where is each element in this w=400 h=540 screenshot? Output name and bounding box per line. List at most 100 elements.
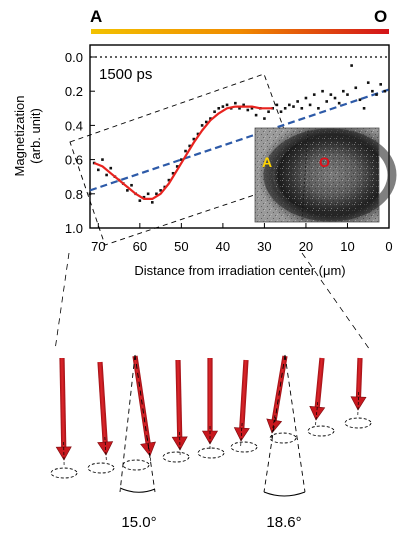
data-point [379, 83, 382, 86]
x-tick-label: 0 [385, 239, 392, 254]
fit-curve [93, 105, 273, 200]
data-point [196, 132, 200, 136]
plot-frame [89, 44, 390, 229]
data-point [292, 105, 295, 108]
data-point [346, 93, 349, 96]
spin-arrow [171, 359, 188, 457]
data-point [97, 168, 100, 172]
data-point [288, 103, 291, 107]
data-point [300, 107, 304, 110]
data-point [342, 89, 345, 93]
data-point [92, 161, 96, 165]
data-point [234, 101, 237, 105]
y-tick-label: 0.8 [65, 187, 83, 202]
angle-label-left: 15.0° [121, 514, 156, 531]
trend-line [89, 88, 390, 192]
spin-arrows [50, 355, 372, 479]
angle-label-right: 18.6° [266, 514, 301, 531]
data-point [371, 89, 374, 93]
inset-right-label: O [319, 154, 330, 170]
data-point [88, 192, 92, 196]
data-point [296, 100, 299, 103]
data-point [283, 107, 287, 110]
precession-ellipse [87, 462, 115, 474]
data-point [225, 103, 229, 107]
data-point [279, 110, 283, 114]
data-point [329, 93, 333, 96]
data-point [101, 158, 104, 161]
data-point [142, 195, 146, 199]
precession-ellipse [162, 451, 190, 463]
y-tick-label: 1.0 [65, 221, 83, 236]
y-tick-label: 0.2 [65, 84, 83, 99]
precession-ellipse [269, 432, 297, 444]
data-point [325, 100, 329, 103]
data-point [308, 103, 312, 107]
data-point [250, 107, 254, 110]
gradient-bar-right-label: O [374, 7, 387, 26]
projection-line-right [301, 252, 371, 351]
data-point [171, 171, 175, 175]
spin-arrow [97, 361, 114, 462]
data-point [138, 199, 142, 202]
x-tick-label: 70 [91, 239, 105, 254]
data-point [366, 81, 370, 84]
data-point [217, 107, 221, 110]
data-point [200, 124, 204, 127]
y-tick-label: 0.0 [65, 50, 83, 65]
data-point [126, 189, 129, 192]
data-point [150, 201, 154, 204]
data-point [275, 103, 279, 107]
data-point [354, 86, 358, 90]
data-point [246, 108, 250, 112]
x-axis-title: Distance from irradiation center (μm) [134, 263, 345, 278]
x-tick-label: 20 [299, 239, 313, 254]
data-point [105, 173, 108, 177]
data-point [159, 189, 162, 192]
angle-bracket-left [119, 354, 156, 493]
data-point [242, 103, 245, 107]
x-tick-label: 10 [340, 239, 354, 254]
y-axis-title-line1: Magnetization [12, 96, 27, 177]
inset-left-label: A [262, 154, 272, 170]
x-tick-label: 30 [257, 239, 271, 254]
data-point [254, 113, 258, 117]
data-point [204, 120, 208, 124]
projection-line-left [54, 252, 70, 351]
data-point [213, 110, 216, 114]
spin-arrow [350, 357, 367, 417]
time-delay-label: 1500 ps [99, 66, 152, 83]
data-point [146, 192, 150, 196]
data-point [238, 107, 241, 110]
data-point [109, 166, 113, 170]
data-point [184, 149, 187, 153]
spin-arrow [201, 358, 219, 450]
spin-arrow [55, 357, 72, 467]
data-point [312, 93, 316, 96]
data-point [175, 165, 179, 168]
data-point [321, 89, 324, 93]
data-point [350, 64, 353, 67]
spin-arrow [233, 359, 250, 448]
fit-curve-path [93, 105, 273, 200]
data-point [375, 93, 378, 96]
y-tick-label: 0.4 [65, 118, 83, 133]
x-tick-label: 50 [174, 239, 188, 254]
trend-line-path [89, 88, 390, 192]
precession-ellipse [50, 467, 78, 479]
data-point [337, 101, 341, 105]
precession-ellipse [122, 459, 150, 471]
data-point [333, 96, 337, 100]
precession-ellipse [307, 425, 335, 437]
data-point [155, 192, 158, 196]
data-point [358, 98, 362, 102]
angle-bracket-right [263, 354, 306, 497]
data-point [317, 107, 320, 110]
gradient-bar [91, 29, 389, 34]
data-point [209, 117, 212, 120]
data-point [130, 183, 133, 187]
data-point [271, 107, 275, 110]
y-axis-ticks: 0.0 0.2 0.4 0.6 0.8 1.0 [65, 50, 95, 236]
precession-ellipse [197, 447, 225, 459]
